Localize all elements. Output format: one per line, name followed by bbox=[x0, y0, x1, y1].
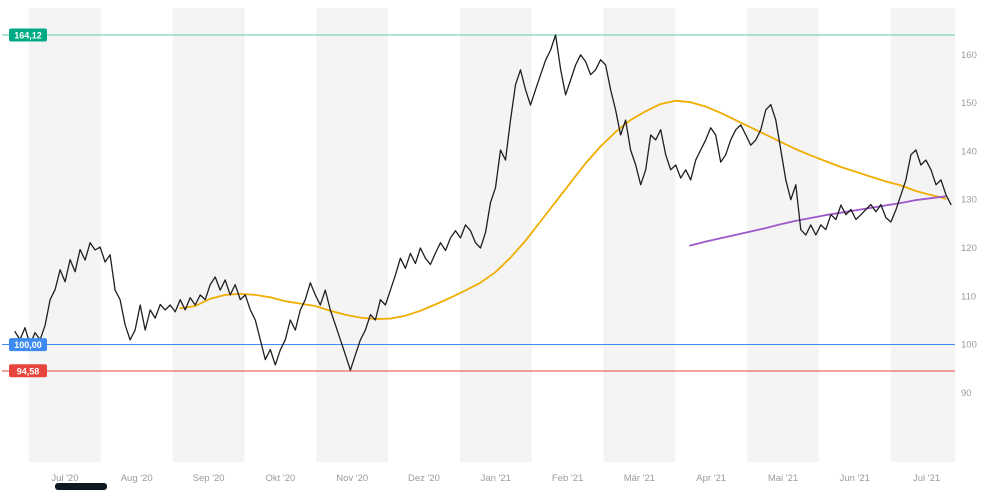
x-axis-label: Apr '21 bbox=[696, 473, 726, 484]
x-axis-label: Sep '20 bbox=[193, 473, 225, 484]
x-axis-label: Jul '20 bbox=[51, 473, 78, 484]
upper-threshold-badge-value: 164,12 bbox=[14, 31, 42, 41]
upper-threshold-badge bbox=[9, 28, 47, 42]
month-band bbox=[747, 8, 819, 462]
x-axis-label: Jun '21 bbox=[840, 473, 870, 484]
y-axis-label: 120 bbox=[961, 243, 977, 254]
series-price bbox=[14, 34, 952, 371]
timeline-scrollbar-thumb[interactable] bbox=[55, 483, 107, 490]
x-axis-label: Aug '20 bbox=[121, 473, 153, 484]
series-moving-average-short bbox=[689, 195, 947, 247]
y-axis-label: 130 bbox=[961, 195, 977, 206]
month-band bbox=[603, 8, 676, 462]
series-moving-average-long bbox=[179, 99, 947, 320]
y-axis-label: 140 bbox=[961, 146, 977, 157]
x-axis-label: Feb '21 bbox=[552, 473, 583, 484]
month-band bbox=[459, 8, 532, 462]
mid-threshold-badge bbox=[9, 338, 47, 352]
month-band bbox=[890, 8, 955, 462]
y-axis-label: 110 bbox=[961, 291, 976, 302]
x-axis-label: Jan '21 bbox=[481, 473, 511, 484]
month-band bbox=[316, 8, 389, 462]
lower-threshold-badge-value: 94,58 bbox=[17, 366, 40, 376]
x-axis-label: Jul '21 bbox=[913, 473, 940, 484]
x-axis-label: Mai '21 bbox=[768, 473, 798, 484]
x-axis-label: Dez '20 bbox=[408, 473, 440, 484]
month-band bbox=[172, 8, 245, 462]
x-axis-label: Okt '20 bbox=[265, 473, 295, 484]
y-axis-label: 150 bbox=[961, 98, 977, 109]
y-axis-label: 160 bbox=[961, 50, 977, 61]
y-axis-label: 100 bbox=[961, 340, 977, 351]
lower-threshold-badge bbox=[9, 364, 47, 378]
month-band bbox=[29, 8, 101, 462]
x-axis-label: Mär '21 bbox=[624, 473, 655, 484]
mid-threshold-badge-value: 100,00 bbox=[14, 340, 42, 350]
x-axis-label: Nov '20 bbox=[336, 473, 368, 484]
y-axis-label: 90 bbox=[961, 388, 972, 399]
